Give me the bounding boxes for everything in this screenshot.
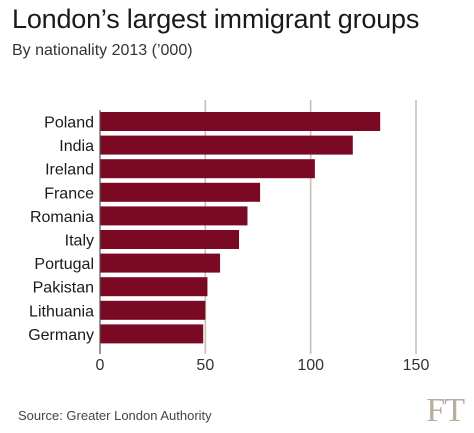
- bar-chart: Poland India Ireland France Romania Italy Port…: [28, 100, 430, 374]
- category-label: France: [44, 185, 94, 202]
- x-tick-label: 50: [196, 357, 214, 374]
- bar-germany: [100, 324, 204, 344]
- category-label: Poland: [44, 115, 94, 132]
- source-note: Source: Greater London Authority: [18, 408, 212, 423]
- category-label: Portugal: [34, 256, 94, 273]
- bar-france: [100, 182, 261, 202]
- bar-india: [100, 135, 353, 155]
- bar-ireland: [100, 159, 315, 179]
- category-label: India: [59, 138, 94, 155]
- category-label: Italy: [65, 233, 94, 250]
- category-label: Lithuania: [29, 303, 94, 320]
- category-label: Romania: [30, 209, 94, 226]
- category-label: Ireland: [45, 162, 94, 179]
- bar-lithuania: [100, 300, 206, 320]
- category-label: Germany: [28, 327, 94, 344]
- chart-title: London’s largest immigrant groups: [12, 4, 420, 34]
- bar-italy: [100, 230, 240, 249]
- category-label: Pakistan: [33, 280, 94, 297]
- bar-pakistan: [100, 277, 208, 297]
- x-tick-label: 150: [403, 357, 430, 374]
- chart-subtitle: By nationality 2013 (’000): [12, 42, 193, 59]
- bar-portugal: [100, 253, 221, 273]
- ft-logo: FT: [426, 392, 465, 429]
- x-tick-label: 0: [96, 357, 105, 374]
- x-tick-label: 100: [297, 357, 324, 374]
- bar-romania: [100, 206, 248, 226]
- bar-poland: [100, 112, 381, 131]
